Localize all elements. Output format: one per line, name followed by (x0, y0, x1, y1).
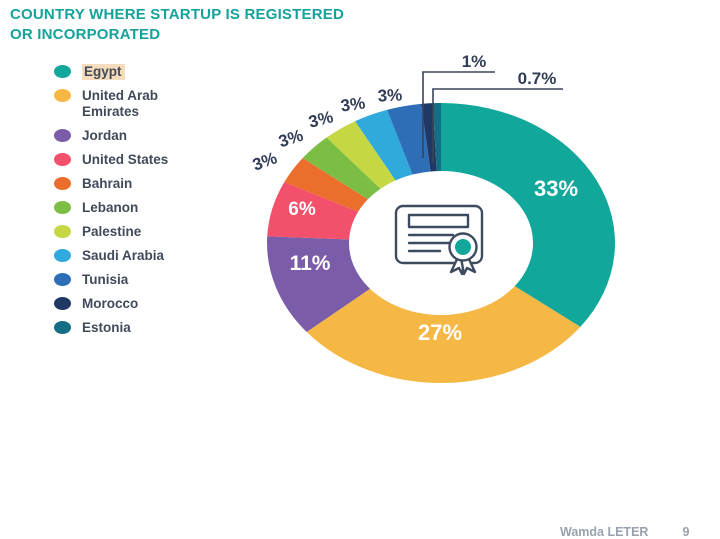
legend-swatch-jordan (54, 129, 71, 142)
legend-item-egypt: Egypt (54, 64, 194, 80)
page-number: 9 (682, 525, 690, 539)
legend-swatch-tunisia (54, 273, 71, 286)
slice-bahrain (284, 158, 368, 212)
slice-label-morocco: 1% (461, 52, 487, 71)
slice-label-estonia: 0.7% (517, 69, 557, 88)
slice-jordan (267, 236, 370, 333)
legend-label-jordan: Jordan (82, 128, 128, 143)
slice-label-tunisia: 3% (377, 85, 403, 106)
slice-estonia (432, 102, 441, 172)
legend-label-saudi-arabia: Saudi Arabia (82, 248, 165, 263)
legend-label-morocco: Morocco (82, 296, 139, 311)
slice-united-states (267, 181, 359, 240)
legend-item-united-arab-emirates: United Arab Emirates (54, 88, 194, 120)
legend-swatch-united-arab-emirates (54, 89, 71, 102)
legend-swatch-saudi-arabia (54, 249, 71, 262)
callout-line-estonia (432, 88, 563, 163)
legend-label-lebanon: Lebanon (82, 200, 139, 215)
certificate-icon (394, 204, 484, 276)
chart-legend: Egypt United Arab Emirates Jordan United… (54, 64, 194, 336)
legend-item-palestine: Palestine (54, 224, 194, 240)
legend-item-jordan: Jordan (54, 128, 194, 144)
slice-palestine (326, 121, 396, 189)
legend-item-united-states: United States (54, 152, 194, 168)
legend-item-bahrain: Bahrain (54, 176, 194, 192)
legend-label-united-arab-emirates: United Arab Emirates (82, 88, 159, 119)
legend-label-united-states: United States (82, 152, 169, 167)
footer-source: Wamda LETER (560, 525, 649, 539)
slice-label-saudi-arabia: 3% (339, 93, 367, 116)
legend-swatch-estonia (54, 321, 71, 334)
chart-title: COUNTRY WHERE STARTUP IS REGISTERED OR I… (10, 6, 344, 43)
slice-lebanon (302, 137, 381, 200)
legend-item-saudi-arabia: Saudi Arabia (54, 248, 194, 264)
slice-label-uae: 27% (417, 320, 463, 345)
legend-label-palestine: Palestine (82, 224, 142, 239)
legend-swatch-bahrain (54, 177, 71, 190)
legend-item-lebanon: Lebanon (54, 200, 194, 216)
legend-item-morocco: Morocco (54, 296, 194, 312)
legend-item-tunisia: Tunisia (54, 272, 194, 288)
legend-label-bahrain: Bahrain (82, 176, 133, 191)
legend-label-tunisia: Tunisia (82, 272, 129, 287)
slice-label-united-states: 6% (288, 199, 316, 220)
legend-item-estonia: Estonia (54, 320, 194, 336)
slice-egypt (441, 103, 616, 327)
slice-label-jordan: 11% (289, 252, 331, 275)
legend-label-estonia: Estonia (82, 320, 131, 335)
page-footer: Wamda LETER 9 (560, 525, 689, 539)
slice-label-egypt: 33% (533, 176, 579, 201)
legend-label-egypt: Egypt (82, 64, 125, 80)
slice-tunisia (387, 103, 431, 175)
legend-swatch-lebanon (54, 201, 71, 214)
callout-line-morocco (422, 71, 495, 158)
donut-slices (267, 102, 616, 384)
legend-swatch-egypt (54, 65, 71, 78)
legend-swatch-morocco (54, 297, 71, 310)
slice-united-arab-emirates (306, 286, 581, 384)
slice-saudi-arabia (355, 109, 413, 181)
legend-swatch-united-states (54, 153, 71, 166)
legend-swatch-palestine (54, 225, 71, 238)
